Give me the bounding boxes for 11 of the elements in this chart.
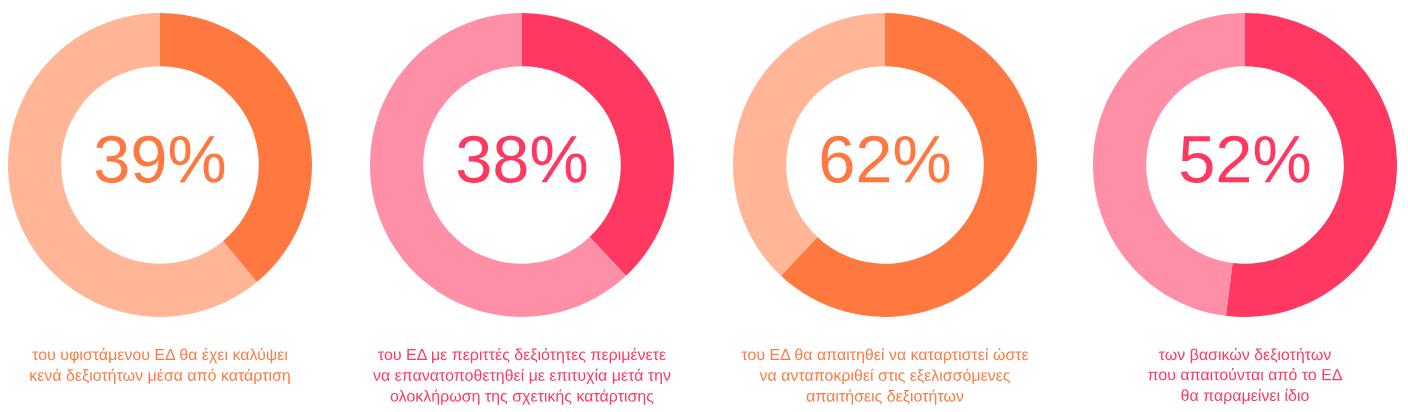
donut-slice	[370, 13, 627, 317]
text: του ΕΔ θα απαιτηθεί να καταρτιστεί ώστε να ανταποκριθεί στις εξελισσόμενες απαιτήσεις δεξιοτήτων	[741, 348, 1029, 405]
donut-slice	[780, 13, 1037, 317]
text: του υφιστάμενου ΕΔ θα έχει καλύψει κενά δεξιοτήτων μέσα από κατάρτιση	[30, 348, 290, 385]
text: του ΕΔ με περιττές δεξιότητες περιμένετε να επανατοποθετηθεί με επιτυχία μετά την ολοκλήρωση της σχετικής κατάρτισης	[373, 348, 671, 405]
text: 38%	[457, 135, 587, 183]
text: 52%	[1180, 135, 1310, 183]
text: 62%	[821, 135, 950, 183]
text: των βασικών δεξιοτήτων που απαιτούνται από το ΕΔ θα παραμείνει ίδιο	[1148, 348, 1343, 405]
donut-slice	[8, 13, 257, 317]
text: 39%	[95, 135, 225, 183]
